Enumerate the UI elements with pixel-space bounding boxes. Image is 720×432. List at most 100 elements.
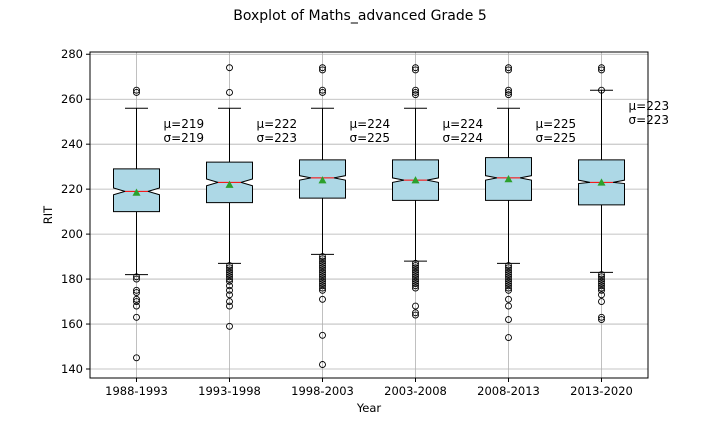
x-tick-label: 2003-2008 — [384, 384, 447, 398]
box-layer: μ=219σ=219μ=222σ=223μ=224σ=225μ=224σ=224… — [113, 64, 670, 368]
outlier-point — [505, 277, 512, 285]
mean-marker — [225, 180, 234, 188]
sigma-annotation: σ=219 — [164, 131, 205, 145]
outlier-point — [505, 64, 512, 72]
mean-annotation: μ=225 — [536, 117, 577, 131]
outlier-point — [505, 295, 512, 303]
outlier-point — [598, 277, 605, 285]
outlier-point — [412, 271, 419, 279]
outlier-point — [133, 275, 140, 283]
outlier-point — [319, 257, 326, 265]
outlier-point — [319, 268, 326, 276]
outlier-point — [319, 286, 326, 294]
outlier-point — [598, 280, 605, 288]
outlier-point — [505, 280, 512, 288]
outlier-point — [226, 302, 233, 310]
y-tick-label: 180 — [61, 272, 83, 286]
outlier-point — [226, 89, 233, 96]
outlier-point — [505, 262, 512, 270]
outlier-point — [412, 280, 419, 288]
mean-annotation: μ=219 — [164, 117, 205, 131]
x-tick-label: 2013-2020 — [570, 384, 633, 398]
outlier-point — [319, 284, 326, 292]
outlier-point — [319, 64, 326, 72]
outlier-point — [598, 286, 605, 294]
outlier-point — [133, 89, 140, 96]
plot-frame — [89, 51, 649, 379]
outlier-point — [133, 86, 140, 94]
grid-layer — [90, 52, 648, 378]
outlier-point — [319, 275, 326, 283]
outlier-point — [412, 266, 419, 274]
outlier-point — [319, 89, 326, 96]
outlier-point — [412, 64, 419, 72]
outlier-point — [319, 259, 326, 267]
outlier-point — [412, 284, 419, 292]
outlier-point — [226, 64, 233, 72]
outlier-point — [133, 295, 140, 303]
sigma-annotation: σ=223 — [257, 131, 298, 145]
outlier-point — [505, 282, 512, 290]
outlier-point — [319, 295, 326, 303]
sigma-annotation: σ=223 — [629, 113, 670, 127]
outlier-point — [412, 262, 419, 270]
y-tick-label: 240 — [61, 137, 83, 151]
outlier-point — [226, 322, 233, 330]
x-axis-label: Year — [356, 401, 382, 415]
outlier-point — [133, 298, 140, 306]
outlier-point — [412, 268, 419, 276]
outlier-point — [319, 271, 326, 279]
y-tick-label: 200 — [61, 227, 83, 241]
outlier-point — [319, 264, 326, 272]
outlier-point — [598, 291, 605, 299]
mean-marker — [318, 176, 327, 184]
outlier-point — [505, 268, 512, 276]
outlier-point — [412, 66, 419, 74]
outlier-point — [319, 66, 326, 74]
mean-annotation: μ=222 — [257, 117, 298, 131]
y-tick-label: 220 — [61, 182, 83, 196]
outlier-point — [412, 91, 419, 99]
outlier-point — [505, 275, 512, 283]
outlier-point — [412, 273, 419, 281]
mean-marker — [504, 175, 513, 183]
outlier-point — [505, 86, 512, 94]
outlier-point — [505, 271, 512, 279]
outlier-point — [319, 273, 326, 281]
outlier-point — [505, 266, 512, 274]
outlier-point — [226, 273, 233, 281]
outlier-point — [505, 273, 512, 281]
outlier-point — [505, 89, 512, 96]
outlier-point — [505, 284, 512, 292]
outlier-point — [505, 91, 512, 99]
y-tick-label: 280 — [61, 47, 83, 61]
outlier-point — [598, 275, 605, 283]
outlier-point — [598, 64, 605, 72]
outlier-point — [226, 282, 233, 290]
outlier-point — [598, 271, 605, 279]
x-tick-label: 1998-2003 — [291, 384, 354, 398]
outlier-point — [226, 291, 233, 299]
outlier-point — [319, 86, 326, 94]
outlier-point — [133, 289, 140, 297]
outlier-point — [598, 86, 605, 94]
sigma-annotation: σ=225 — [350, 131, 391, 145]
outlier-point — [319, 277, 326, 285]
outlier-point — [226, 275, 233, 283]
outlier-point — [412, 275, 419, 283]
tick-layer: 140 160 180 200 220 240 260 280 1988-1993 1993-19… — [61, 47, 633, 398]
outlier-point — [319, 255, 326, 263]
outlier-point — [226, 298, 233, 306]
outlier-point — [505, 302, 512, 310]
outlier-point — [412, 311, 419, 319]
outlier-point — [412, 86, 419, 94]
outlier-point — [412, 277, 419, 285]
mean-marker — [411, 176, 420, 184]
outlier-point — [133, 273, 140, 281]
outlier-point — [412, 264, 419, 272]
